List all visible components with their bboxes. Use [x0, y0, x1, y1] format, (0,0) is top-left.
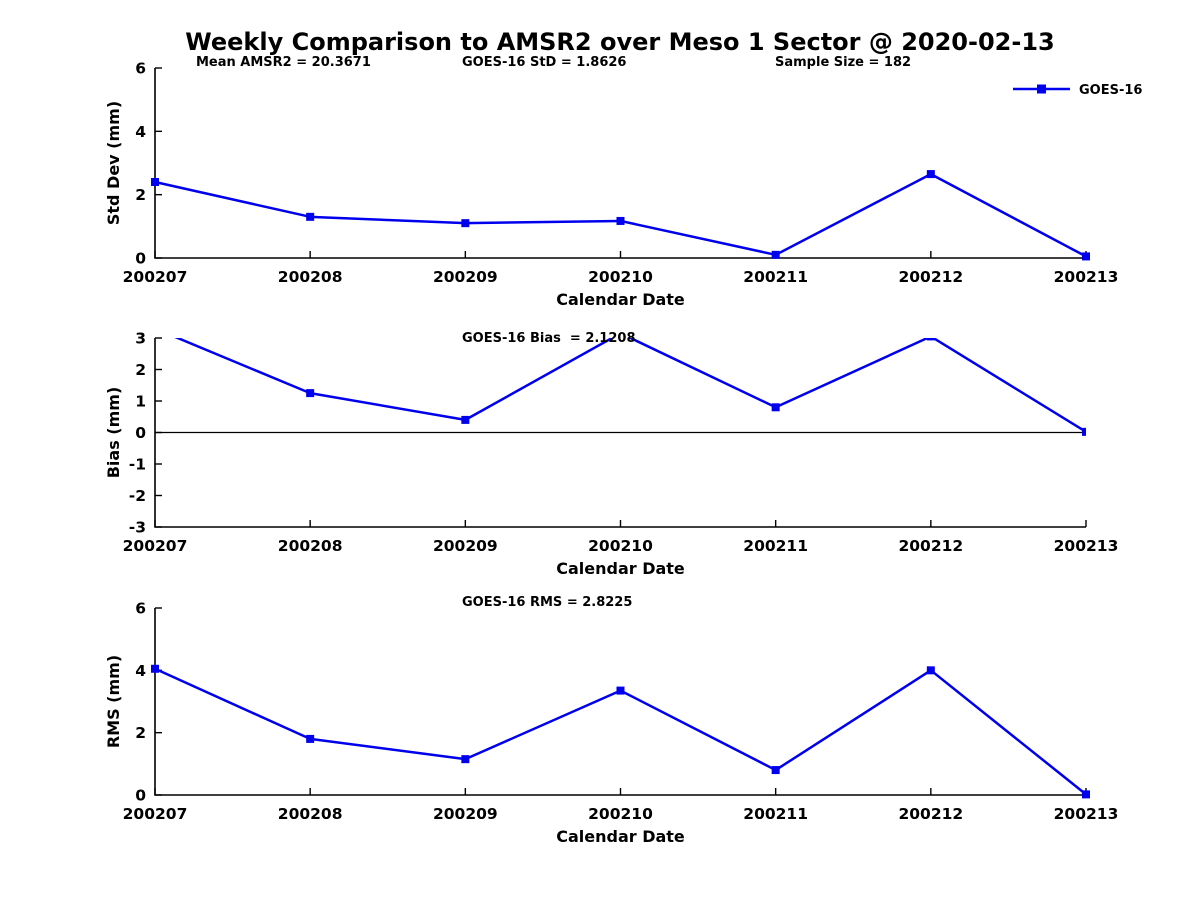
data-point-marker	[306, 212, 315, 221]
y-tick-label: 0	[135, 250, 146, 268]
x-tick-label: 200209	[433, 537, 498, 555]
stat-annotation: GOES-16 StD = 1.8626	[462, 55, 626, 70]
data-point-marker	[461, 219, 470, 228]
subplot-std-dev: 0 2 4 6 200207 200208 200209 200210 200211 200212…	[104, 55, 1142, 309]
stat-annotation: GOES-16 Bias = 2.1208	[462, 331, 636, 346]
legend: GOES-16	[1013, 83, 1142, 98]
axis-spines	[154, 608, 1086, 796]
data-point-marker	[926, 170, 935, 179]
y-tick-label: -3	[129, 519, 146, 537]
y-tick-label: 4	[135, 123, 146, 141]
x-tick-label: 200213	[1054, 537, 1119, 555]
x-tick-label: 200209	[433, 268, 498, 286]
data-point-marker	[771, 766, 780, 775]
data-point-marker	[771, 403, 780, 412]
x-axis-label: Calendar Date	[556, 290, 685, 309]
y-tick-label: 6	[135, 60, 146, 78]
y-tick-label: 6	[135, 600, 146, 618]
x-axis-label: Calendar Date	[556, 559, 685, 578]
y-axis-label: Std Dev (mm)	[104, 101, 123, 225]
y-tick-label: -2	[129, 487, 146, 505]
legend-marker	[1037, 84, 1046, 94]
data-point-marker	[771, 250, 780, 259]
x-axis-label: Calendar Date	[556, 827, 685, 846]
x-tick-label: 200211	[743, 537, 808, 555]
x-tick-label: 200210	[588, 537, 653, 555]
y-tick-label: 3	[135, 330, 146, 348]
x-tick-label: 200211	[743, 268, 808, 286]
x-tick-label: 200212	[898, 805, 963, 823]
data-point-marker	[151, 178, 159, 186]
y-tick-label: 2	[135, 186, 146, 204]
y-tick-label: 2	[135, 361, 146, 379]
y-tick-label: 1	[135, 393, 146, 411]
axis-spines	[154, 68, 1086, 259]
data-point-marker	[616, 686, 625, 695]
y-axis-label: Bias (mm)	[104, 387, 123, 479]
data-point-marker	[151, 325, 159, 333]
data-point-marker	[1082, 427, 1086, 436]
x-tick-label: 200207	[123, 805, 188, 823]
chart-title: Weekly Comparison to AMSR2 over Meso 1 S…	[185, 28, 1055, 56]
y-tick-label: 0	[135, 424, 146, 442]
x-tick-label: 200210	[588, 805, 653, 823]
stat-annotation: Mean AMSR2 = 20.3671	[196, 55, 371, 70]
x-tick-label: 200208	[278, 537, 343, 555]
x-tick-label: 200211	[743, 805, 808, 823]
data-point-marker	[306, 389, 315, 398]
y-tick-label: 2	[135, 724, 146, 742]
x-tick-label: 200213	[1054, 268, 1119, 286]
x-tick-label: 200207	[123, 537, 188, 555]
data-point-marker	[461, 415, 470, 424]
data-point-marker	[306, 734, 315, 743]
data-point-marker	[926, 666, 935, 675]
x-tick-label: 200210	[588, 268, 653, 286]
data-point-marker	[461, 755, 470, 764]
x-tick-label: 200212	[898, 268, 963, 286]
legend-label: GOES-16	[1079, 83, 1142, 98]
y-tick-label: 0	[135, 787, 146, 805]
data-point-marker	[151, 664, 159, 673]
x-tick-label: 200213	[1054, 805, 1119, 823]
x-tick-label: 200209	[433, 805, 498, 823]
series-line-goes-16	[154, 172, 1087, 258]
clipped-data-group	[151, 325, 1086, 436]
data-point-marker	[616, 216, 625, 225]
subplot-bias: -3 -2 -1 0 1 2 3 200207 200208 200209 200210 200211…	[104, 325, 1119, 579]
x-tick-label: 200212	[898, 537, 963, 555]
y-tick-label: -1	[129, 456, 146, 474]
subplot-rms: 0 2 4 6 200207 200208 200209 200210 200211 200212…	[104, 595, 1118, 846]
data-point-marker	[1082, 252, 1090, 261]
x-tick-label: 200208	[278, 805, 343, 823]
data-point-marker	[926, 338, 935, 341]
y-axis-label: RMS (mm)	[104, 655, 123, 748]
data-point-marker	[1082, 790, 1090, 799]
stat-annotation: Sample Size = 182	[775, 55, 911, 70]
stat-annotation: GOES-16 RMS = 2.8225	[462, 595, 632, 610]
y-tick-label: 4	[135, 662, 146, 680]
x-tick-label: 200208	[278, 268, 343, 286]
x-tick-label: 200207	[123, 268, 188, 286]
